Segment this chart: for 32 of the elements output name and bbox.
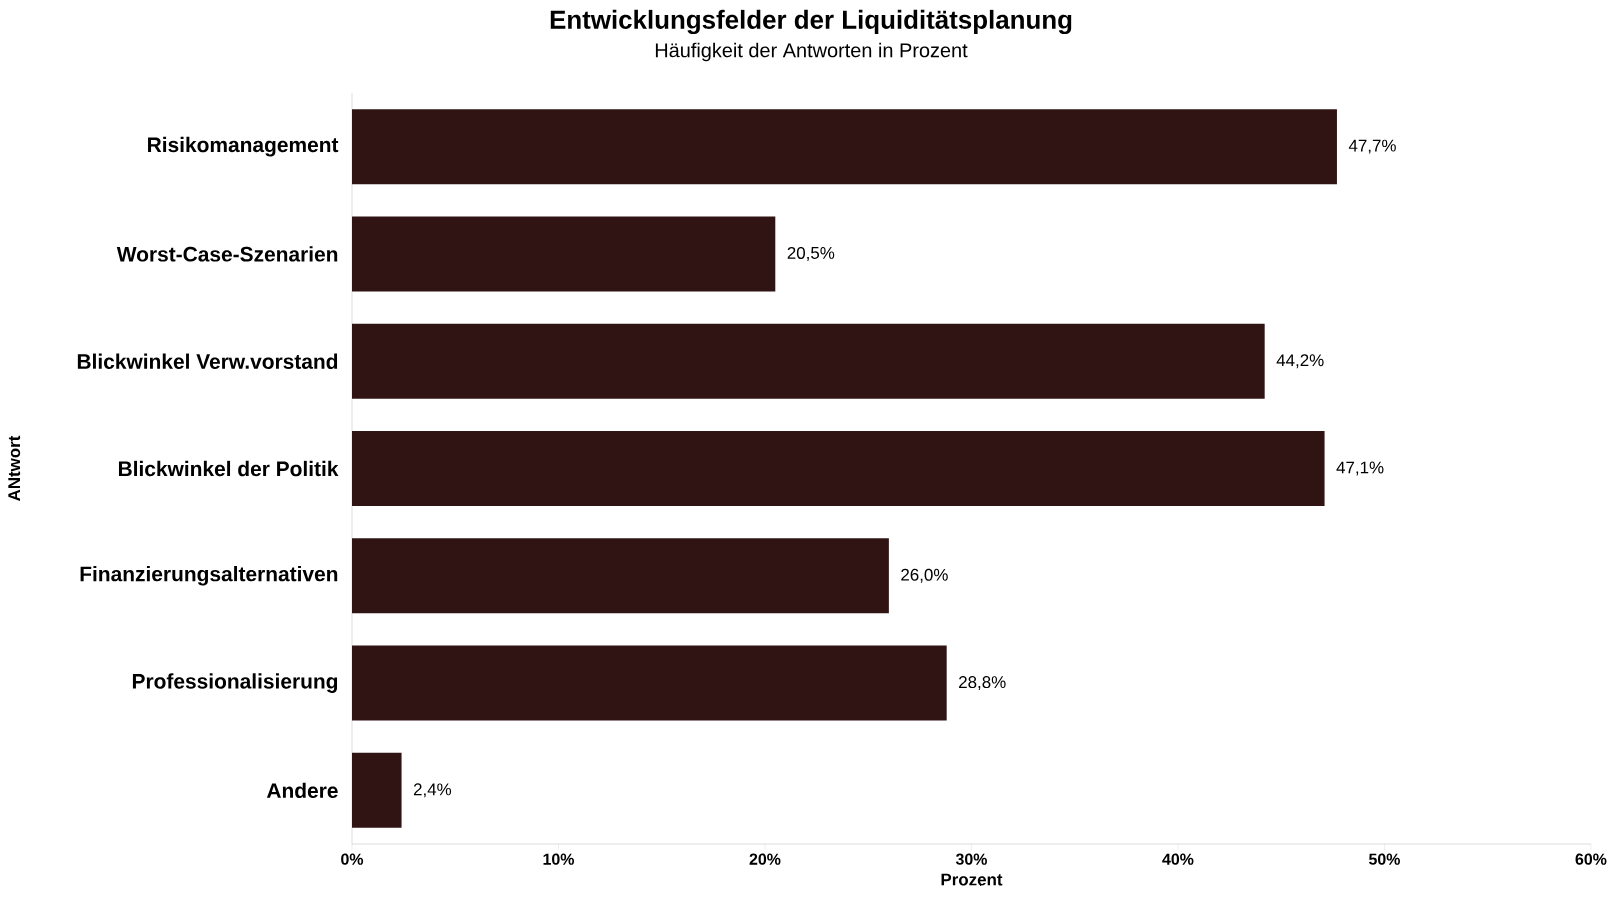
bar — [352, 216, 776, 292]
bar — [352, 109, 1337, 185]
x-tick-label: 40% — [1162, 853, 1194, 865]
chart-title: Entwicklungsfelder der Liquiditätsplanung — [550, 9, 1072, 35]
x-tick-label: 0% — [341, 853, 364, 865]
data-label: 47,1% — [1336, 461, 1384, 476]
data-label: 28,8% — [959, 676, 1006, 691]
x-tick-label: 10% — [543, 853, 575, 865]
y-axis-title: ANtwort — [8, 435, 21, 502]
y-tick-label: Finanzierungsalternativen — [80, 566, 338, 586]
y-tick-label: Professionalisierung — [132, 673, 338, 693]
data-label: 47,7% — [1348, 139, 1396, 154]
y-tick-label: Andere — [266, 782, 338, 799]
y-tick-label: Blickwinkel der Politik — [118, 460, 339, 477]
y-tick-label: Risikomanagement — [148, 136, 339, 157]
x-tick-label: 60% — [1575, 853, 1607, 865]
bar — [352, 538, 889, 614]
x-tick-label: 50% — [1368, 853, 1400, 865]
x-tick-label: 30% — [955, 853, 987, 865]
bar — [352, 431, 1325, 507]
x-tick-label: 20% — [749, 853, 781, 865]
y-tick-label: Worst-Case-Szenarien — [116, 246, 338, 262]
bar — [352, 323, 1265, 399]
data-label: 26,0% — [901, 568, 948, 583]
bar — [352, 645, 947, 721]
bar — [352, 752, 402, 828]
data-label: 2,4% — [413, 783, 452, 798]
y-tick-label: Blickwinkel Verw.vorstand — [77, 353, 338, 369]
chart-subtitle: Häufigkeit der Antworten in Prozent — [655, 42, 968, 62]
data-label: 20,5% — [787, 246, 835, 261]
x-axis-title: Prozent — [941, 873, 1003, 886]
data-label: 44,2% — [1276, 354, 1324, 369]
